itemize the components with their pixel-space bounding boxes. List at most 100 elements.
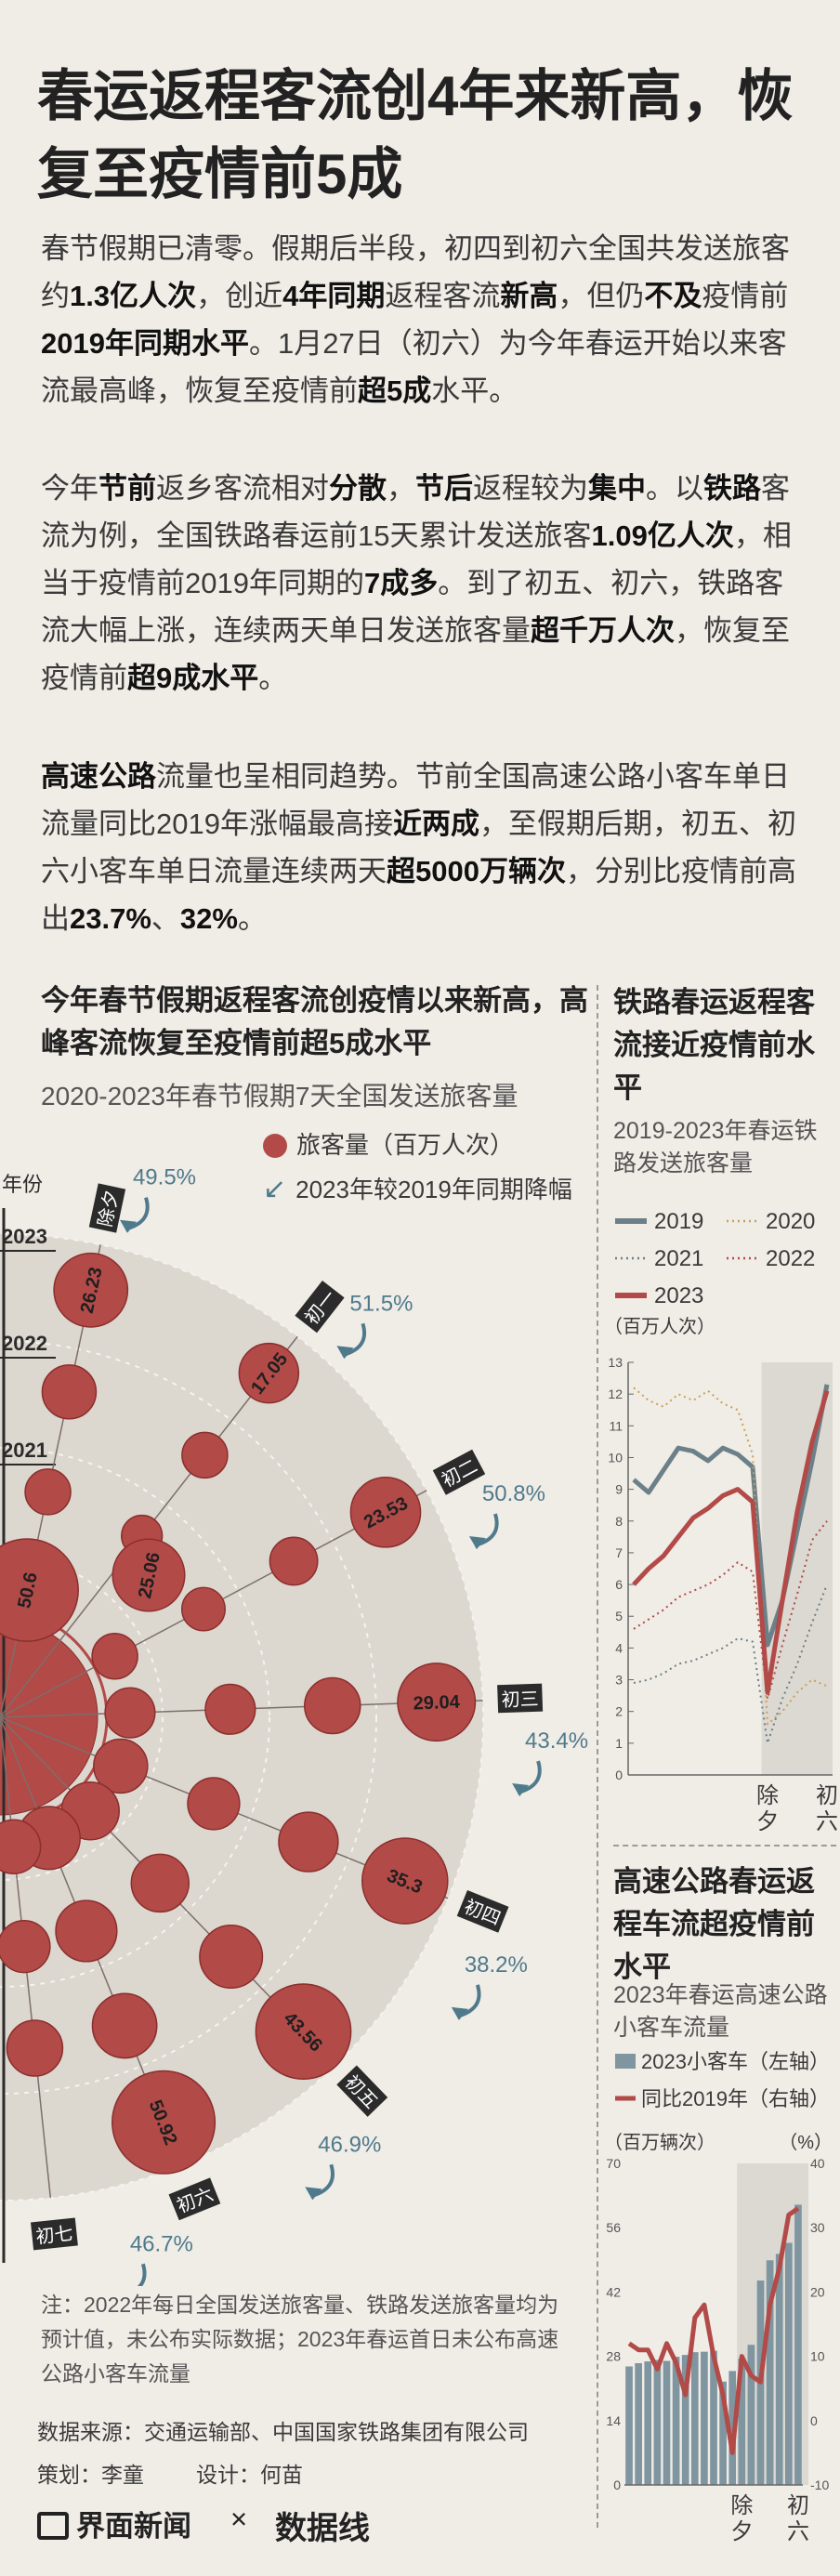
- hw-bar: [766, 2260, 774, 2485]
- rail-legend-label: 2023: [654, 1283, 703, 1308]
- radial-chart-title: 今年春节假期返程客流创疫情以来新高，高峰客流恢复至疫情前超5成水平: [41, 984, 588, 1059]
- rail-ytick-label: 0: [615, 1768, 623, 1782]
- text-run: 疫情前: [702, 280, 789, 312]
- bold-run: 1.3亿人次: [70, 280, 197, 312]
- day-label-tag: 初五: [336, 2065, 388, 2117]
- rail-ytick-label: 3: [615, 1673, 623, 1688]
- rail-ytick-label: 7: [615, 1545, 623, 1560]
- text-run: 今年: [41, 472, 98, 505]
- text-run: 返程较为: [473, 472, 588, 505]
- hw-xtick-label: 夕: [730, 2519, 753, 2544]
- text-run: 返乡客流相对: [156, 472, 329, 505]
- highway-paragraph: 高速公路流量也呈相同趋势。节前全国高速公路小客车单日流量同比2019年涨幅最高接…: [41, 753, 812, 942]
- decline-arrowhead: [305, 2187, 322, 2201]
- text-run: 。1月27日（初六）为今年春运开始以来客流最高峰，恢复至疫情前: [41, 327, 787, 407]
- bubble-legend-icon: [263, 1134, 287, 1158]
- hw-bar: [653, 2359, 662, 2485]
- year-ring: [0, 1554, 164, 1881]
- day-label-tag: 初二: [432, 1449, 486, 1495]
- decline-arrowhead: [119, 1219, 137, 1233]
- day-label-bg: [168, 2177, 221, 2221]
- decline-arrowhead: [512, 1783, 530, 1797]
- bold-run: 4年同期: [282, 280, 386, 312]
- highway-bar-chart: （百万辆次） （%） 0 14 28 42 56 70 -10 0 10 20 30 40 除夕 初六: [604, 2132, 833, 2544]
- radial-bubble-chart: 年份202320222021202026.2317.0523.5329.0435…: [0, 1165, 588, 2286]
- brand-cross: ×: [230, 2503, 248, 2535]
- hw-ytick-left-label: 28: [606, 2349, 621, 2364]
- day-label-tag: 初四: [456, 1889, 509, 1933]
- hw-bar: [719, 2381, 727, 2485]
- bold-run: 超5000万辆次: [387, 855, 566, 887]
- text-run: ，至假期后期，初五、初六小客车单日流量连续两天: [41, 808, 796, 887]
- bold-run: 超千万人次: [531, 614, 675, 647]
- passenger-bubble: [199, 1925, 264, 1990]
- rail-legend-label: 2019: [654, 1209, 703, 1234]
- footnote: 注：2022年每日全国发送旅客量、铁路发送旅客量均为预计值，未公布实际数据；20…: [41, 2293, 559, 2385]
- decline-label: 38.2%: [465, 1952, 528, 1978]
- headline: 春运返程客流创4年来新高，恢复至疫情前5成: [37, 65, 794, 205]
- passenger-bubble: [180, 1586, 226, 1632]
- bold-run: 超9成水平: [127, 662, 259, 694]
- jiemian-logo-icon: [37, 2512, 69, 2540]
- day-label-bg: [30, 2217, 78, 2251]
- passenger-bubble: [187, 1777, 241, 1831]
- text-run: ，: [387, 472, 415, 505]
- text-run: 。到了初五、初六，铁路客流大幅上涨，连续两天单日发送旅客量: [41, 567, 784, 647]
- center-bubble: [0, 1619, 98, 1816]
- text-run: 返程客流: [385, 280, 501, 312]
- hw-xtick-label: 除: [730, 2493, 753, 2518]
- hw-ytick-right-label: 10: [810, 2349, 825, 2364]
- brand-left-label: 界面新闻: [76, 2510, 191, 2543]
- day-label-tag: 除夕: [88, 1183, 126, 1233]
- day-label-tag: 初三: [497, 1683, 544, 1714]
- passenger-bubble: [0, 1538, 79, 1642]
- brand-jiemian: 界面新闻: [37, 2503, 191, 2544]
- hw-bar: [663, 2360, 671, 2485]
- rail-series-2023: [632, 1389, 830, 1695]
- hw-ytick-left-label: 14: [606, 2413, 621, 2428]
- decline-label: 46.9%: [318, 2132, 381, 2157]
- bold-run: 集中: [588, 472, 646, 505]
- text-run: 。: [237, 902, 267, 935]
- bold-run: 超5成: [358, 375, 432, 407]
- decline-arrow-icon: ↙: [263, 1174, 287, 1204]
- rail-legend-label: 2022: [766, 1246, 815, 1271]
- rail-ytick-label: 6: [615, 1577, 623, 1592]
- passenger-bubble: [238, 1342, 300, 1404]
- passenger-bubble: [181, 1431, 229, 1479]
- hw-ytick-right-label: 30: [810, 2220, 825, 2235]
- year-tick-label: 2023: [2, 1225, 47, 1248]
- rail-ytick-label: 11: [609, 1418, 623, 1433]
- passenger-bubble: [53, 1252, 129, 1328]
- bold-run: 高速公路: [41, 760, 156, 793]
- decline-label: 50.8%: [482, 1481, 545, 1506]
- passenger-bubble: [397, 1663, 477, 1742]
- bold-run: 不及: [644, 280, 702, 312]
- text-run: 、: [151, 902, 180, 935]
- text-run: 春节假期已清零。假期后半段，初四到初六全国共发送旅客约: [41, 232, 790, 312]
- bold-run: 新高: [500, 280, 558, 312]
- passenger-bubble: [0, 1919, 51, 1974]
- day-label-bg: [88, 1183, 126, 1233]
- hw-ytick-right-label: 0: [810, 2413, 818, 2428]
- bold-run: 分散: [329, 472, 387, 505]
- day-label-tag: 初六: [168, 2177, 221, 2221]
- text-run: 。: [258, 662, 288, 694]
- day-label: 初三: [501, 1689, 539, 1711]
- passenger-bubble: [349, 1477, 422, 1548]
- passenger-bubble: [304, 1676, 361, 1735]
- bold-run: 节前: [98, 472, 156, 505]
- year-tick-label: 2022: [2, 1332, 47, 1355]
- rail-ytick-label: 12: [608, 1387, 623, 1401]
- hw-bar: [747, 2345, 755, 2485]
- rail-ytick-label: 1: [615, 1736, 623, 1751]
- decline-label: 51.5%: [349, 1291, 413, 1316]
- horizontal-divider: [613, 1845, 836, 1847]
- year-ring: [0, 1447, 270, 1988]
- day-label-bg: [432, 1449, 486, 1495]
- hw-bar: [681, 2355, 689, 2485]
- day-label-tag: 初七: [30, 2217, 78, 2251]
- bold-run: 铁路: [703, 472, 761, 505]
- rail-highlight-band: [761, 1362, 833, 1775]
- editor-credit: 策划：李童: [37, 2463, 144, 2487]
